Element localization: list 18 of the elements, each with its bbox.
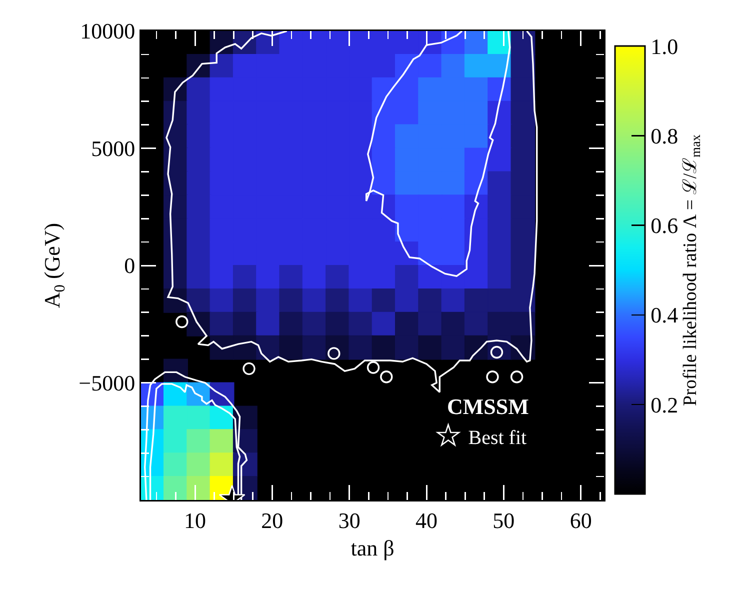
legend-label: Best fit — [468, 426, 528, 449]
y-tick-label: 5000 — [91, 136, 136, 161]
color-bar-label: 0.6 — [650, 213, 678, 238]
color-bar-label: 0.8 — [650, 123, 678, 148]
y-tick-label: 0 — [124, 253, 136, 278]
x-tick-label: 20 — [261, 508, 284, 533]
color-bar-label: 1.0 — [650, 34, 678, 59]
x-tick-label: 10 — [184, 508, 206, 533]
y-tick-label: 10000 — [80, 18, 136, 44]
x-tick-label: 60 — [570, 508, 592, 533]
y-tick-label: −5000 — [78, 370, 136, 396]
color-bar-label: 0.2 — [650, 392, 678, 418]
x-axis-title: tan β — [350, 536, 394, 561]
x-tick-label: 30 — [338, 508, 360, 533]
annotation: CMSSM — [447, 394, 530, 419]
x-tick-label: 40 — [416, 508, 438, 533]
color-bar-label: 0.4 — [650, 302, 678, 328]
x-tick-label: 50 — [492, 508, 515, 533]
